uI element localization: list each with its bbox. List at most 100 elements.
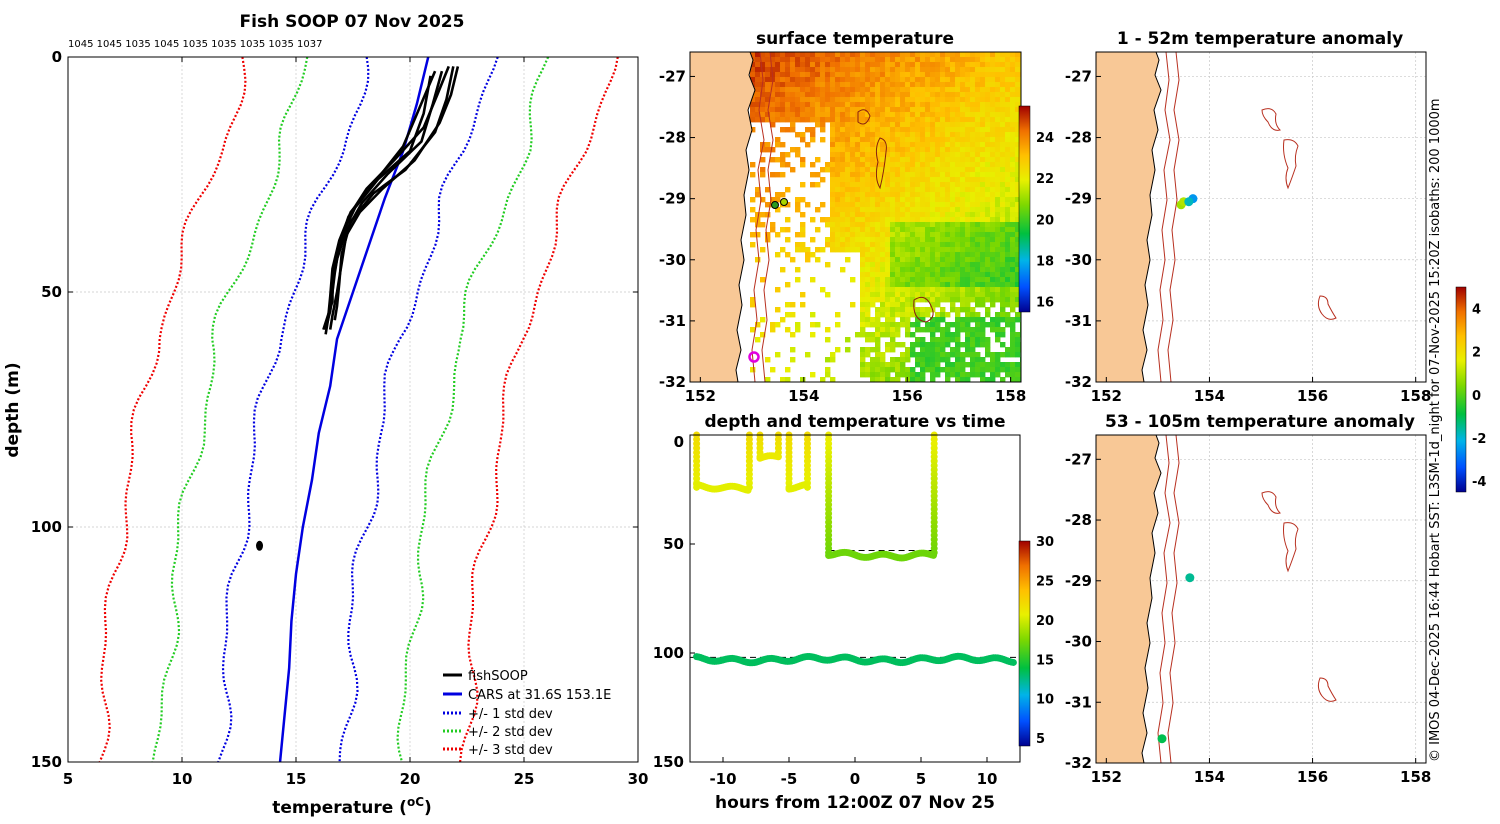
- sst-cell: [880, 352, 886, 358]
- sst-cell: [880, 377, 886, 382]
- sst-cell: [1005, 87, 1011, 93]
- sst-cell: [930, 342, 936, 348]
- sst-eddy-contour-2: [875, 137, 887, 190]
- sst-cell: [900, 282, 906, 288]
- sst-cell: [925, 212, 931, 218]
- sst-cell: [770, 107, 776, 113]
- sst-cell: [995, 72, 1001, 78]
- sst-cell: [910, 132, 916, 138]
- sst-cell: [750, 162, 756, 168]
- sst-cell: [945, 167, 951, 173]
- sst-cell: [880, 297, 886, 303]
- sst-cell: [970, 327, 976, 333]
- sst-cell: [995, 172, 1001, 178]
- sst-cell: [945, 52, 951, 58]
- sst-cell: [895, 322, 901, 328]
- sst-cell: [870, 287, 876, 293]
- sst-cell: [1010, 72, 1016, 78]
- sst-cars-location: [748, 351, 760, 363]
- sst-colorbar: [1018, 105, 1031, 313]
- sst-cell: [935, 187, 941, 193]
- sst-eddy-contour-1: [857, 109, 871, 125]
- sst-cell: [875, 207, 881, 213]
- sst-cell: [870, 292, 876, 298]
- sst-cell: [915, 112, 921, 118]
- profile-ytick-label: 50: [41, 283, 62, 301]
- sst-cell: [980, 272, 986, 278]
- sst-cell: [965, 172, 971, 178]
- sst-cell: [890, 192, 896, 198]
- sst-cell: [900, 367, 906, 373]
- sst-cell: [1000, 87, 1006, 93]
- sst-cell: [935, 287, 941, 293]
- sst-cell: [930, 157, 936, 163]
- sst-cell: [930, 207, 936, 213]
- sst-cell: [910, 282, 916, 288]
- sst-cell: [895, 367, 901, 373]
- sst-cell: [995, 267, 1001, 273]
- sst-cell: [890, 267, 896, 273]
- sst-cell: [970, 197, 976, 203]
- sst-cell: [950, 262, 956, 268]
- a1-xtick-label: 156: [1297, 387, 1328, 405]
- a1-ytick-label: -29: [1065, 190, 1092, 208]
- sst-cell: [930, 372, 936, 378]
- sst-cell: [865, 87, 871, 93]
- sst-cell: [890, 217, 896, 223]
- sst-cell: [765, 62, 771, 68]
- sst-cell: [915, 147, 921, 153]
- sst-cell: [875, 297, 881, 303]
- sst-cell: [790, 57, 796, 63]
- sst-cell: [1000, 302, 1006, 308]
- sst-cell: [930, 127, 936, 133]
- sst-cell: [920, 127, 926, 133]
- sst-cell: [945, 92, 951, 98]
- sst-cell: [760, 52, 766, 58]
- sst-cell: [790, 72, 796, 78]
- sst-cell: [965, 182, 971, 188]
- sst-cell: [980, 292, 986, 298]
- sst-cell: [945, 172, 951, 178]
- sst-cell: [960, 362, 966, 368]
- sst-cell: [970, 252, 976, 258]
- sst-cell: [860, 197, 866, 203]
- sst-cell: [910, 277, 916, 283]
- sst-cell: [890, 157, 896, 163]
- sst-cell: [925, 122, 931, 128]
- sst-cell: [925, 282, 931, 288]
- sst-cell: [875, 67, 881, 73]
- sst-cell: [880, 197, 886, 203]
- sst-cell: [1010, 62, 1016, 68]
- sst-cell: [930, 242, 936, 248]
- sst-cell: [760, 197, 766, 203]
- sst-cell: [830, 222, 836, 228]
- sst-cell: [1015, 187, 1021, 193]
- sst-cell: [870, 212, 876, 218]
- sst-cell: [975, 187, 981, 193]
- sst-cell: [985, 377, 991, 382]
- sst-cell: [805, 352, 811, 358]
- a1-ytick-label: -30: [1065, 251, 1092, 269]
- sst-cell: [985, 282, 991, 288]
- sst-cell: [875, 182, 881, 188]
- sst-cell: [865, 312, 871, 318]
- sst-cell: [990, 107, 996, 113]
- sst-cell: [860, 307, 866, 313]
- sst-cell: [870, 107, 876, 113]
- sst-cell: [815, 107, 821, 113]
- sst-cell: [975, 127, 981, 133]
- sst-cell: [970, 202, 976, 208]
- sst-cell: [965, 222, 971, 228]
- sst-cell: [965, 302, 971, 308]
- sst-cell: [975, 72, 981, 78]
- sst-cell: [770, 117, 776, 123]
- sst-cell: [895, 262, 901, 268]
- a2-xtick-label: 158: [1400, 768, 1431, 786]
- sst-cell: [865, 257, 871, 263]
- sst-title: surface temperature: [756, 29, 954, 49]
- sst-cell: [825, 262, 831, 268]
- a1-seamount-1: [1261, 108, 1281, 131]
- sst-cell: [810, 112, 816, 118]
- sst-cell: [935, 82, 941, 88]
- sst-cell: [870, 102, 876, 108]
